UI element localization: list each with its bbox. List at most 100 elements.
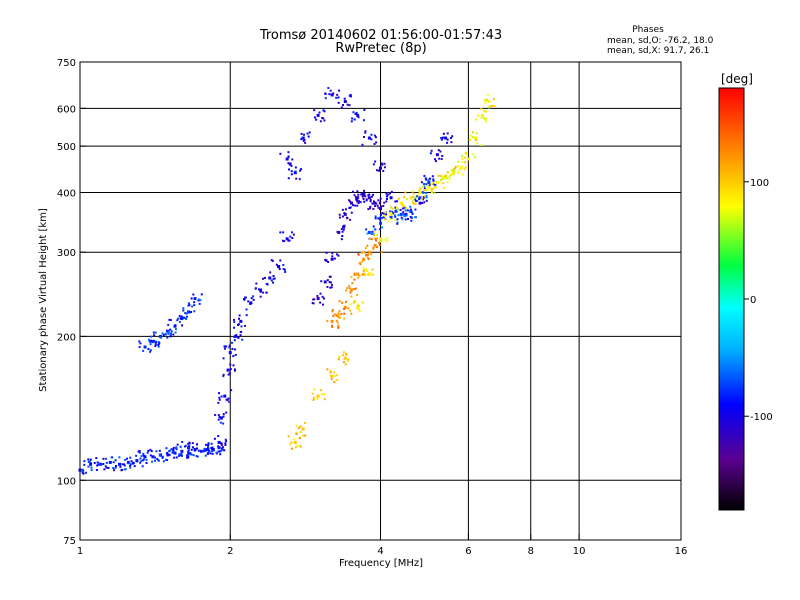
scatter-dot bbox=[306, 132, 309, 135]
scatter-dot bbox=[390, 206, 393, 209]
scatter-dot bbox=[373, 231, 376, 234]
scatter-dot bbox=[397, 209, 400, 212]
scatter-dot bbox=[343, 97, 346, 100]
scatter-dot bbox=[404, 218, 407, 221]
scatter-dot bbox=[440, 138, 443, 141]
scatter-dot bbox=[371, 268, 374, 271]
data-point bbox=[444, 175, 448, 179]
scatter-dot bbox=[464, 156, 467, 159]
colorbar-tick-label: 0 bbox=[750, 295, 756, 306]
scatter-dot bbox=[239, 334, 242, 337]
scatter-dot bbox=[394, 200, 397, 203]
scatter-dot bbox=[287, 177, 290, 180]
scatter-dot bbox=[380, 238, 383, 241]
scatter-dot bbox=[135, 454, 138, 457]
scatter-dot bbox=[468, 138, 471, 141]
scatter-dot bbox=[129, 456, 132, 459]
scatter-dot bbox=[378, 228, 381, 231]
scatter-dot bbox=[344, 353, 347, 356]
scatter-dot bbox=[185, 318, 188, 321]
scatter-dot bbox=[189, 452, 192, 455]
scatter-dot bbox=[298, 437, 301, 440]
scatter-dot bbox=[417, 194, 420, 197]
scatter-dot bbox=[366, 270, 369, 273]
scatter-dot bbox=[382, 205, 385, 208]
data-point bbox=[337, 230, 341, 234]
scatter-dot bbox=[125, 457, 128, 460]
data-point bbox=[480, 113, 484, 117]
scatter-dot bbox=[343, 351, 346, 354]
scatter-dot bbox=[209, 452, 212, 455]
scatter-dot bbox=[245, 308, 248, 311]
scatter-dot bbox=[425, 199, 428, 202]
scatter-dot bbox=[118, 456, 121, 459]
scatter-dot bbox=[150, 335, 153, 338]
data-point bbox=[118, 462, 122, 466]
scatter-dot bbox=[446, 138, 449, 141]
scatter-dot bbox=[320, 393, 323, 396]
scatter-dot bbox=[321, 295, 324, 298]
scatter-dot bbox=[238, 314, 241, 317]
scatter-dot bbox=[423, 187, 426, 190]
scatter-dot bbox=[237, 323, 240, 326]
data-point bbox=[389, 212, 393, 216]
scatter-dot bbox=[193, 301, 196, 304]
scatter-dot bbox=[329, 89, 332, 92]
scatter-dot bbox=[434, 160, 437, 163]
scatter-dot bbox=[196, 455, 199, 458]
scatter-dot bbox=[432, 179, 435, 182]
scatter-dot bbox=[138, 449, 141, 452]
scatter-dot bbox=[167, 332, 170, 335]
scatter-dot bbox=[331, 308, 334, 311]
scatter-dot bbox=[292, 233, 295, 236]
scatter-dot bbox=[278, 268, 281, 271]
scatter-dot bbox=[127, 462, 130, 465]
scatter-dot bbox=[437, 174, 440, 177]
scatter-dot bbox=[325, 251, 328, 254]
scatter-dot bbox=[354, 113, 357, 116]
scatter-dot bbox=[300, 168, 303, 171]
data-point bbox=[435, 180, 439, 184]
x-tick-label: 16 bbox=[675, 546, 688, 557]
scatter-dot bbox=[165, 452, 168, 455]
scatter-dot bbox=[185, 312, 188, 315]
data-point bbox=[330, 257, 334, 261]
scatter-dot bbox=[234, 369, 237, 372]
scatter-dot bbox=[217, 414, 220, 417]
scatter-dot bbox=[252, 298, 255, 301]
scatter-dot bbox=[95, 468, 98, 471]
scatter-dot bbox=[190, 448, 193, 451]
scatter-dot bbox=[418, 198, 421, 201]
scatter-dot bbox=[207, 442, 210, 445]
scatter-dot bbox=[275, 263, 278, 266]
scatter-dot bbox=[303, 421, 306, 424]
scatter-dot bbox=[433, 158, 436, 161]
scatter-dot bbox=[155, 340, 158, 343]
scatter-dot bbox=[418, 188, 421, 191]
data-point bbox=[330, 374, 334, 378]
data-point bbox=[418, 196, 422, 200]
scatter-dot bbox=[231, 347, 234, 350]
scatter-dot bbox=[168, 318, 171, 321]
scatter-dot bbox=[402, 205, 405, 208]
scatter-dot bbox=[340, 238, 343, 241]
scatter-dot bbox=[387, 220, 390, 223]
scatter-dot bbox=[81, 471, 84, 474]
scatter-dot bbox=[313, 116, 316, 119]
scatter-dot bbox=[192, 454, 195, 457]
scatter-dot bbox=[370, 133, 373, 136]
scatter-dot bbox=[352, 301, 355, 304]
scatter-dot bbox=[383, 162, 386, 165]
scatter-dot bbox=[365, 268, 368, 271]
scatter-dot bbox=[387, 193, 390, 196]
scatter-dot bbox=[327, 87, 330, 90]
scatter-dot bbox=[432, 178, 435, 181]
scatter-dot bbox=[300, 138, 303, 141]
scatter-dot bbox=[217, 418, 220, 421]
scatter-dot bbox=[203, 447, 206, 450]
scatter-dot bbox=[391, 210, 394, 213]
scatter-dot bbox=[145, 458, 148, 461]
x-tick-label: 1 bbox=[77, 546, 83, 557]
scatter-dot bbox=[202, 450, 205, 453]
scatter-dot bbox=[240, 325, 243, 328]
